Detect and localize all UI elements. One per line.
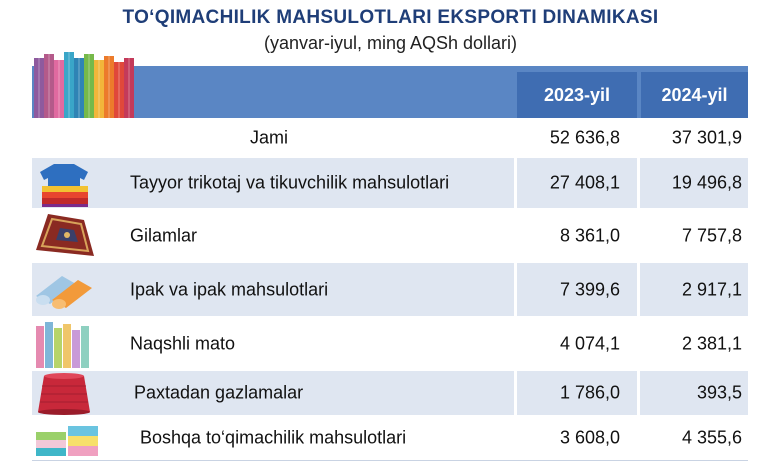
fabric-rolls-icon [34, 52, 134, 120]
value-2023: 27 408,1 [549, 172, 620, 193]
value-2024: 4 355,6 [681, 427, 742, 447]
value-2024: 19 496,8 [671, 172, 742, 193]
table-row: Ipak va ipak mahsulotlari 7 399,6 2 917,… [32, 263, 748, 316]
table-row: Jami 52 636,8 37 301,9 [32, 118, 748, 158]
value-2023: 1 786,0 [559, 382, 620, 403]
fabric-bolts-icon [36, 322, 89, 368]
table-bottom-border [32, 460, 748, 461]
row-label: Jami [250, 127, 289, 148]
value-2024: 2 381,1 [681, 333, 742, 353]
table-row: Paxtadan gazlamalar 1 786,0 393,5 [32, 371, 748, 415]
value-2023: 4 074,1 [559, 333, 620, 353]
value-2023: 7 399,6 [559, 279, 620, 299]
table-row: Naqshli mato 4 074,1 2 381,1 [32, 316, 748, 371]
carpet-icon [36, 214, 94, 256]
table-row: Boshqa to‘qimachilik mahsulotlari 3 608,… [32, 415, 748, 460]
column-header-2023: 2023-yil [517, 72, 637, 118]
row-label: Gilamlar [130, 225, 198, 245]
silk-rolls-icon [36, 276, 92, 309]
value-2023: 3 608,0 [559, 427, 620, 447]
row-label: Paxtadan gazlamalar [134, 382, 304, 403]
folded-sweaters-icon [40, 164, 88, 207]
value-2023: 8 361,0 [559, 225, 620, 245]
column-divider [637, 126, 640, 460]
table-row: Gilamlar 8 361,0 7 757,8 [32, 208, 748, 263]
row-label: Naqshli mato [130, 333, 236, 353]
row-label: Ipak va ipak mahsulotlari [130, 279, 329, 299]
table-row: Tayyor trikotaj va tikuvchilik mahsulotl… [32, 158, 748, 208]
value-2024: 393,5 [696, 382, 742, 403]
value-2023: 52 636,8 [549, 127, 620, 148]
column-divider [514, 126, 517, 460]
folded-towels-icon [36, 426, 98, 456]
value-2024: 2 917,1 [681, 279, 742, 299]
value-2024: 7 757,8 [681, 225, 742, 245]
yarn-cone-icon [38, 373, 90, 415]
value-2024: 37 301,9 [671, 127, 742, 148]
page-subtitle: (yanvar-iyul, ming AQSh dollari) [263, 33, 518, 53]
page-title: TO‘QIMACHILIK MAHSULOTLARI EKSPORTI DINA… [122, 7, 659, 28]
row-label: Boshqa to‘qimachilik mahsulotlari [140, 427, 407, 447]
column-header-2024: 2024-yil [641, 72, 748, 118]
row-label: Tayyor trikotaj va tikuvchilik mahsulotl… [130, 172, 450, 193]
